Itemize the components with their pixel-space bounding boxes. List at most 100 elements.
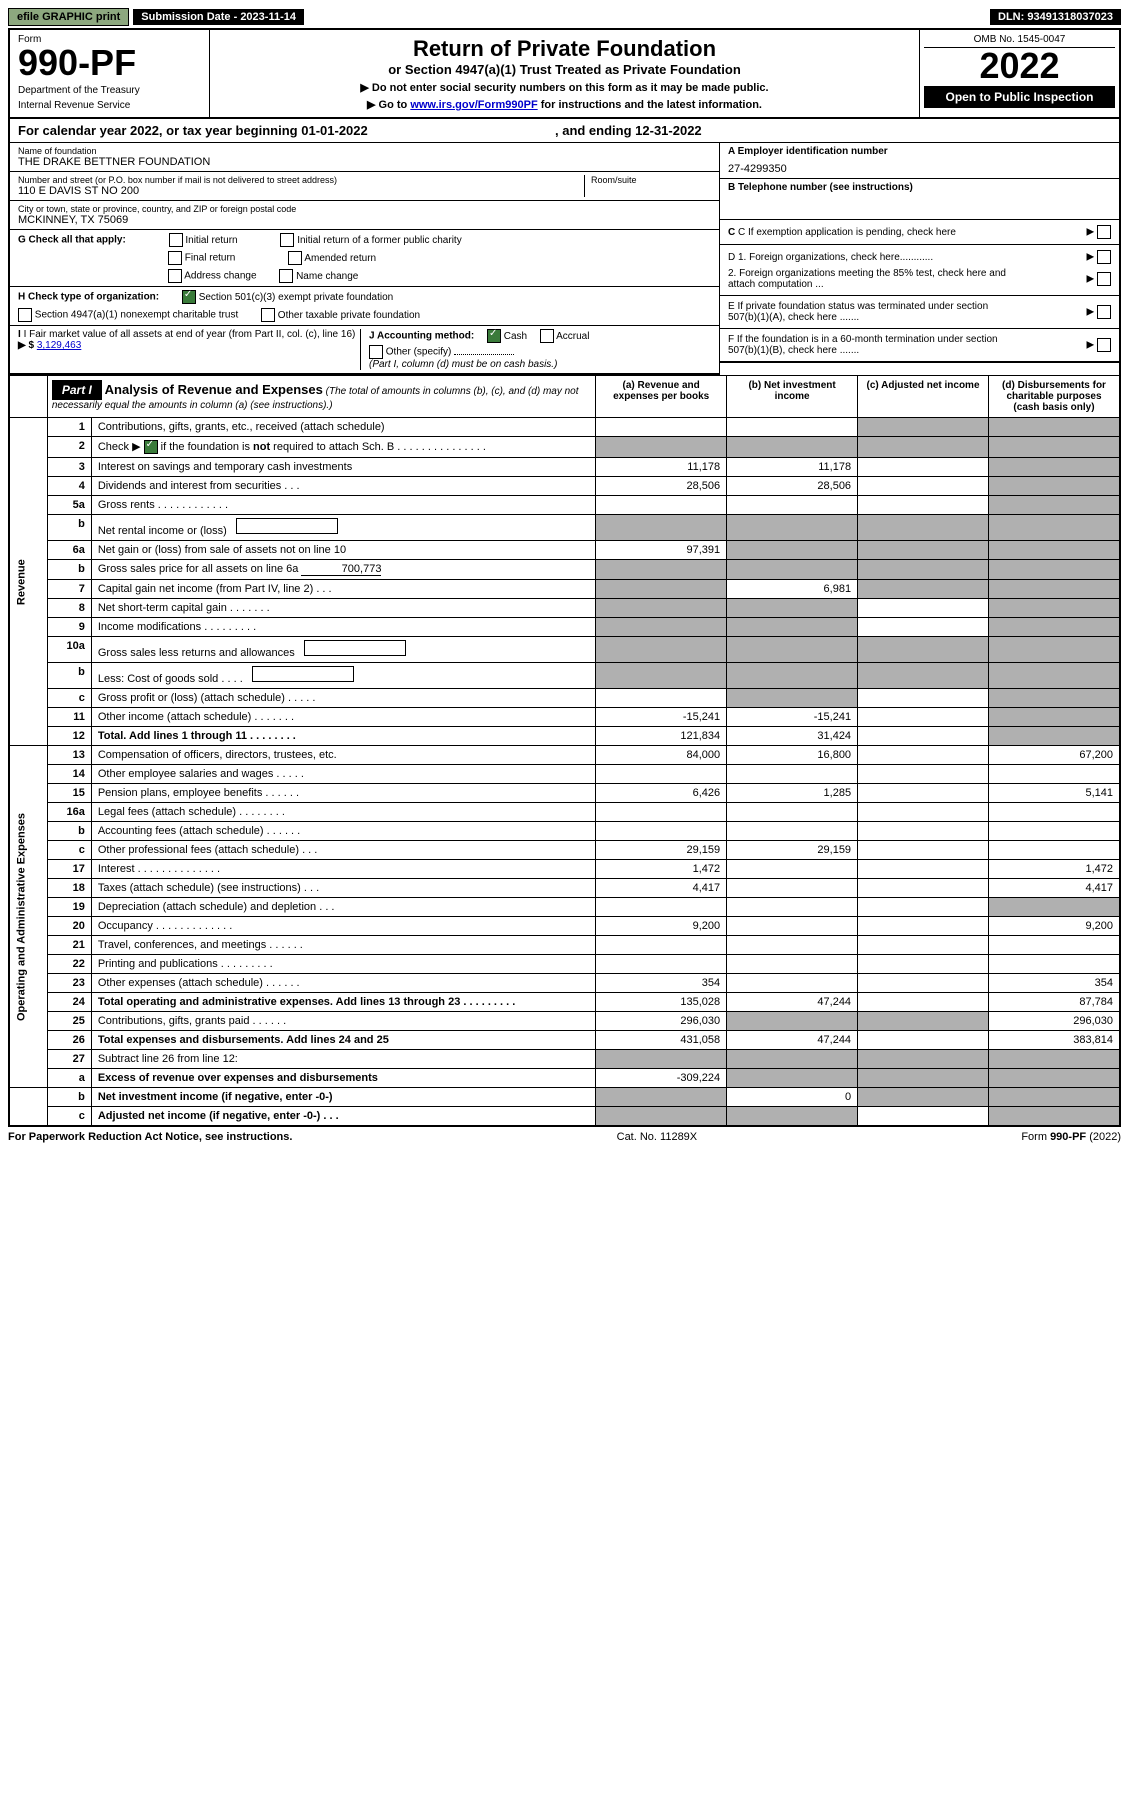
- table-row: 11Other income (attach schedule) . . . .…: [9, 708, 1120, 727]
- value-cell: [989, 803, 1121, 822]
- value-cell: [858, 515, 989, 541]
- value-cell: 354: [989, 974, 1121, 993]
- page-footer: For Paperwork Reduction Act Notice, see …: [8, 1127, 1121, 1147]
- value-cell: [858, 803, 989, 822]
- efile-print-button[interactable]: efile GRAPHIC print: [8, 8, 129, 26]
- cal-pre: For calendar year 2022, or tax year begi…: [18, 123, 301, 138]
- initial-former-checkbox[interactable]: [280, 233, 294, 247]
- table-row: 2Check ▶ if the foundation is not requir…: [9, 437, 1120, 458]
- form990pf-link[interactable]: www.irs.gov/Form990PF: [410, 99, 537, 111]
- e-terminated-cell: E If private foundation status was termi…: [720, 296, 1119, 329]
- value-cell: 135,028: [596, 993, 727, 1012]
- value-cell: [596, 599, 727, 618]
- final-return-checkbox[interactable]: [168, 251, 182, 265]
- cash-checkbox[interactable]: [487, 329, 501, 343]
- d1-label: D 1. Foreign organizations, check here..…: [728, 252, 933, 263]
- table-row: 5aGross rents . . . . . . . . . . . .: [9, 496, 1120, 515]
- 4947a1-checkbox[interactable]: [18, 308, 32, 322]
- line-description: Gross profit or (loss) (attach schedule)…: [91, 689, 595, 708]
- j-cash: Cash: [504, 331, 527, 342]
- room-label: Room/suite: [591, 175, 711, 185]
- name-label: Name of foundation: [18, 146, 711, 156]
- address-change-checkbox[interactable]: [168, 269, 182, 283]
- table-row: bGross sales price for all assets on lin…: [9, 560, 1120, 580]
- value-cell: [858, 618, 989, 637]
- note2-pre: ▶ Go to: [367, 99, 410, 111]
- cal-mid: , and ending: [555, 123, 635, 138]
- value-cell: 354: [596, 974, 727, 993]
- footer-cat-no: Cat. No. 11289X: [617, 1131, 698, 1143]
- fmv-link[interactable]: 3,129,463: [37, 340, 82, 351]
- accrual-checkbox[interactable]: [540, 329, 554, 343]
- value-cell: [727, 515, 858, 541]
- value-cell: 383,814: [989, 1031, 1121, 1050]
- other-taxable-checkbox[interactable]: [261, 308, 275, 322]
- line-number: c: [47, 841, 91, 860]
- line-description: Interest . . . . . . . . . . . . . .: [91, 860, 595, 879]
- line-number: 13: [47, 746, 91, 765]
- line-description: Income modifications . . . . . . . . .: [91, 618, 595, 637]
- value-cell: [989, 418, 1121, 437]
- line-description: Accounting fees (attach schedule) . . . …: [91, 822, 595, 841]
- 501c3-checkbox[interactable]: [182, 290, 196, 304]
- value-cell: 28,506: [596, 477, 727, 496]
- line-number: 27: [47, 1050, 91, 1069]
- table-row: 4Dividends and interest from securities …: [9, 477, 1120, 496]
- foreign-org-checkbox[interactable]: [1097, 250, 1111, 264]
- sch-b-checkbox[interactable]: [144, 440, 158, 454]
- table-row: 22Printing and publications . . . . . . …: [9, 955, 1120, 974]
- value-cell: [858, 560, 989, 580]
- f-60month-cell: F If the foundation is in a 60-month ter…: [720, 329, 1119, 363]
- amended-return-checkbox[interactable]: [288, 251, 302, 265]
- cal-begin: 01-01-2022: [301, 123, 368, 138]
- table-row: bAccounting fees (attach schedule) . . .…: [9, 822, 1120, 841]
- line-description: Occupancy . . . . . . . . . . . . .: [91, 917, 595, 936]
- line-description: Net short-term capital gain . . . . . . …: [91, 599, 595, 618]
- value-cell: [989, 955, 1121, 974]
- value-cell: 1,472: [596, 860, 727, 879]
- other-method-checkbox[interactable]: [369, 345, 383, 359]
- initial-return-checkbox[interactable]: [169, 233, 183, 247]
- 60month-checkbox[interactable]: [1097, 338, 1111, 352]
- value-cell: [989, 663, 1121, 689]
- line-description: Check ▶ if the foundation is not require…: [91, 437, 595, 458]
- line-description: Net gain or (loss) from sale of assets n…: [91, 541, 595, 560]
- status-terminated-checkbox[interactable]: [1097, 305, 1111, 319]
- exemption-pending-checkbox[interactable]: [1097, 225, 1111, 239]
- tax-year: 2022: [924, 48, 1115, 84]
- value-cell: [989, 936, 1121, 955]
- submission-date-badge: Submission Date - 2023-11-14: [133, 9, 304, 25]
- line-number: 18: [47, 879, 91, 898]
- table-row: 9Income modifications . . . . . . . . .: [9, 618, 1120, 637]
- line-number: 25: [47, 1012, 91, 1031]
- value-cell: [989, 822, 1121, 841]
- line-number: b: [47, 1088, 91, 1107]
- value-cell: [858, 784, 989, 803]
- line-description: Other employee salaries and wages . . . …: [91, 765, 595, 784]
- line-description: Gross sales less returns and allowances: [91, 637, 595, 663]
- name-change-checkbox[interactable]: [279, 269, 293, 283]
- value-cell: [989, 841, 1121, 860]
- ssn-warning: ▶ Do not enter social security numbers o…: [216, 81, 913, 94]
- line-description: Net investment income (if negative, ente…: [91, 1088, 595, 1107]
- ein-cell: A Employer identification number 27-4299…: [720, 143, 1119, 179]
- calendar-year-line: For calendar year 2022, or tax year begi…: [8, 119, 1121, 143]
- value-cell: [596, 618, 727, 637]
- line-number: 26: [47, 1031, 91, 1050]
- value-cell: [989, 560, 1121, 580]
- value-cell: [858, 841, 989, 860]
- telephone-cell: B Telephone number (see instructions): [720, 179, 1119, 220]
- address-cell: Number and street (or P.O. box number if…: [10, 172, 719, 201]
- revenue-section-label: Revenue: [9, 418, 47, 746]
- j-note: (Part I, column (d) must be on cash basi…: [369, 359, 711, 370]
- table-row: 15Pension plans, employee benefits . . .…: [9, 784, 1120, 803]
- line-number: 9: [47, 618, 91, 637]
- value-cell: [727, 765, 858, 784]
- value-cell: [989, 458, 1121, 477]
- line-description: Total. Add lines 1 through 11 . . . . . …: [91, 727, 595, 746]
- value-cell: -309,224: [596, 1069, 727, 1088]
- line-description: Gross rents . . . . . . . . . . . .: [91, 496, 595, 515]
- line-number: 10a: [47, 637, 91, 663]
- foreign-85-checkbox[interactable]: [1097, 272, 1111, 286]
- table-row: 25Contributions, gifts, grants paid . . …: [9, 1012, 1120, 1031]
